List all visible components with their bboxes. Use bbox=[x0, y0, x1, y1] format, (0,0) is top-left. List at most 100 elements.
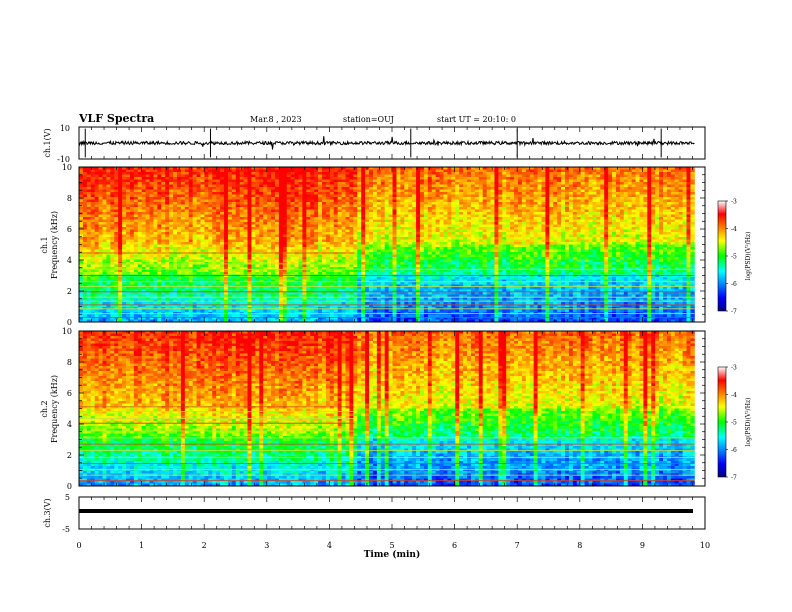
spectrogram-cell bbox=[126, 225, 130, 228]
spectrogram-cell bbox=[208, 207, 212, 210]
spectrogram-cell bbox=[189, 182, 193, 185]
spectrogram-cell bbox=[153, 232, 157, 235]
spectrogram-cell bbox=[95, 262, 99, 265]
spectrogram-cell bbox=[95, 315, 99, 318]
spectrogram-cell bbox=[110, 212, 114, 215]
spectrogram-cell bbox=[244, 182, 248, 185]
spectrogram-cell bbox=[138, 285, 142, 288]
spectrogram-cell bbox=[83, 237, 87, 240]
spectrogram-cell bbox=[173, 207, 177, 210]
spectrogram-cell bbox=[146, 252, 150, 255]
spectrogram-cell bbox=[87, 252, 91, 255]
spectrogram-cell bbox=[150, 260, 154, 263]
spectrogram-cell bbox=[153, 275, 157, 278]
spectrogram-cell bbox=[157, 200, 161, 203]
spectrogram-cell bbox=[248, 230, 252, 233]
spectrogram-cell bbox=[142, 275, 146, 278]
spectrogram-cell bbox=[197, 175, 201, 178]
spectrogram-cell bbox=[134, 272, 138, 275]
spectrogram-cell bbox=[251, 227, 255, 230]
spectrogram-cell bbox=[142, 270, 146, 273]
spectrogram-cell bbox=[224, 217, 228, 220]
spectrogram-cell bbox=[197, 182, 201, 185]
spectrogram-cell bbox=[165, 272, 169, 275]
spectrogram-cell bbox=[220, 292, 224, 295]
spectrogram-cell bbox=[138, 242, 142, 245]
spectrogram-cell bbox=[134, 185, 138, 188]
spectrogram-cell bbox=[130, 175, 134, 178]
spectrogram-cell bbox=[142, 262, 146, 265]
spectrogram-cell bbox=[212, 255, 216, 258]
spectrogram-cell bbox=[275, 195, 279, 198]
spectrogram-cell bbox=[87, 302, 91, 305]
spectrogram-cell bbox=[134, 207, 138, 210]
spectrogram-cell bbox=[181, 237, 185, 240]
spectrogram-cell bbox=[248, 227, 252, 230]
spectrogram-cell bbox=[236, 260, 240, 263]
spectrogram-cell bbox=[150, 275, 154, 278]
spectrogram-cell bbox=[248, 205, 252, 208]
spectrogram-cell bbox=[87, 187, 91, 190]
spectrogram-cell bbox=[201, 222, 205, 225]
spectrogram-cell bbox=[244, 177, 248, 180]
spectrogram-cell bbox=[150, 222, 154, 225]
spectrogram-cell bbox=[106, 252, 110, 255]
spectrogram-cell bbox=[142, 215, 146, 218]
spectrogram-cell bbox=[181, 315, 185, 318]
spectrogram-cell bbox=[169, 240, 173, 243]
spectrogram-cell bbox=[91, 192, 95, 195]
spectrogram-cell bbox=[185, 220, 189, 223]
spectrogram-cell bbox=[157, 227, 161, 230]
spectrogram-cell bbox=[208, 292, 212, 295]
spectrogram-cell bbox=[193, 217, 197, 220]
spectrogram-cell bbox=[267, 205, 271, 208]
spectrogram-cell bbox=[181, 207, 185, 210]
spectrogram-cell bbox=[228, 222, 232, 225]
spectrogram-cell bbox=[146, 282, 150, 285]
spectrogram-cell bbox=[118, 210, 122, 213]
spectrogram-cell bbox=[201, 180, 205, 183]
spectrogram-cell bbox=[130, 272, 134, 275]
spectrogram-cell bbox=[165, 252, 169, 255]
spectrogram-cell bbox=[87, 235, 91, 238]
spectrogram-cell bbox=[248, 270, 252, 273]
spectrogram-cell bbox=[79, 197, 83, 200]
spectrogram-cell bbox=[236, 197, 240, 200]
spectrogram-cell bbox=[212, 242, 216, 245]
spectrogram-cell bbox=[153, 255, 157, 258]
spectrogram-cell bbox=[169, 195, 173, 198]
spectrogram-cell bbox=[236, 202, 240, 205]
spectrogram-cell bbox=[177, 270, 181, 273]
spectrogram-cell bbox=[255, 262, 259, 265]
spectrogram-cell bbox=[263, 212, 267, 215]
spectrogram-cell bbox=[185, 185, 189, 188]
spectrogram-cell bbox=[228, 245, 232, 248]
spectrogram-cell bbox=[114, 250, 118, 253]
spectrogram-cell bbox=[193, 175, 197, 178]
spectrogram-cell bbox=[236, 182, 240, 185]
spectrogram-cell bbox=[126, 255, 130, 258]
spectrogram-cell bbox=[146, 172, 150, 175]
spectrogram-cell bbox=[114, 180, 118, 183]
spectrogram-cell bbox=[255, 192, 259, 195]
spectrogram-cell bbox=[255, 230, 259, 233]
spectrogram-cell bbox=[161, 287, 165, 290]
spectrogram-cell bbox=[212, 245, 216, 248]
spectrogram-cell bbox=[267, 242, 271, 245]
spectrogram-cell bbox=[212, 230, 216, 233]
spectrogram-cell bbox=[208, 265, 212, 268]
spectrogram-cell bbox=[150, 230, 154, 233]
spectrogram-cell bbox=[177, 197, 181, 200]
spectrogram-cell bbox=[122, 237, 126, 240]
spectrogram-cell bbox=[236, 172, 240, 175]
spectrogram-cell bbox=[138, 207, 142, 210]
spectrogram-cell bbox=[99, 252, 103, 255]
spectrogram-cell bbox=[173, 292, 177, 295]
spectrogram-cell bbox=[95, 172, 99, 175]
spectrogram-cell bbox=[110, 205, 114, 208]
spectrogram-cell bbox=[150, 215, 154, 218]
spectrogram-cell bbox=[173, 242, 177, 245]
spectrogram-cell bbox=[224, 205, 228, 208]
spectrogram-cell bbox=[271, 242, 275, 245]
spectrogram-cell bbox=[220, 195, 224, 198]
